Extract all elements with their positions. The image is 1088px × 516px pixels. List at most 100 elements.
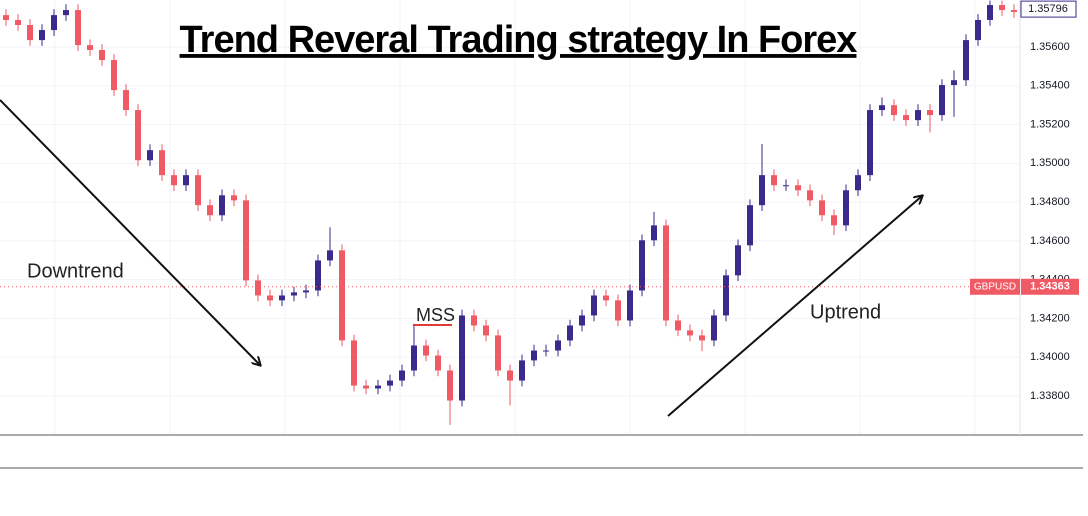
- candle-body: [351, 340, 357, 386]
- candle-body: [63, 10, 69, 16]
- candle-body: [819, 200, 825, 216]
- uptrend-arrow: [667, 196, 922, 417]
- candle-body: [495, 335, 501, 371]
- candle-body: [579, 315, 585, 326]
- candle-body: [807, 190, 813, 201]
- candle-body: [987, 5, 993, 20]
- annotation: Downtrend: [27, 260, 124, 282]
- candle-body: [135, 110, 141, 161]
- candle-body: [3, 15, 9, 20]
- downtrend-arrow: [0, 99, 260, 365]
- y-tick-label: 1.33800: [1030, 390, 1070, 402]
- candle-body: [219, 195, 225, 216]
- candle-body: [255, 280, 261, 296]
- annotation: Uptrend: [810, 301, 881, 323]
- candle-body: [963, 40, 969, 81]
- y-tick-label: 1.35200: [1030, 118, 1070, 130]
- candle-body: [1011, 10, 1017, 13]
- candle-body: [507, 370, 513, 381]
- price-label: 1.34363: [1030, 281, 1070, 293]
- candle-body: [879, 105, 885, 111]
- candle-body: [831, 215, 837, 226]
- candle-body: [759, 175, 765, 206]
- candle-body: [903, 115, 909, 121]
- candle-body: [99, 49, 105, 61]
- candle-body: [891, 105, 897, 116]
- candle-body: [591, 295, 597, 316]
- candle-body: [531, 350, 537, 361]
- candle-body: [843, 190, 849, 226]
- candle-body: [303, 290, 309, 293]
- candle-body: [555, 340, 561, 351]
- candle-body: [627, 290, 633, 321]
- candle-body: [483, 325, 489, 336]
- candle-body: [939, 85, 945, 116]
- candle-body: [771, 175, 777, 186]
- candle-body: [687, 330, 693, 336]
- candle-body: [459, 315, 465, 401]
- y-tick-label: 1.35600: [1030, 41, 1070, 53]
- price-badge: [1021, 278, 1079, 295]
- y-tick-label: 1.34600: [1030, 235, 1070, 247]
- candle-body: [39, 30, 45, 41]
- candle-body: [519, 360, 525, 381]
- candle-body: [951, 80, 957, 86]
- y-tick-label: 1.35000: [1030, 157, 1070, 169]
- candle-body: [183, 175, 189, 186]
- candle-body: [927, 110, 933, 116]
- candle-body: [363, 385, 369, 389]
- candle-body: [735, 245, 741, 276]
- candle-body: [699, 335, 705, 341]
- candle-body: [447, 370, 453, 401]
- candle-body: [87, 45, 93, 50]
- candle-body: [147, 150, 153, 161]
- candle-body: [375, 385, 381, 389]
- candle-body: [267, 295, 273, 301]
- candle-body: [195, 175, 201, 206]
- top-price-label: 1.35796: [1028, 3, 1068, 15]
- candle-body: [999, 5, 1005, 11]
- candle-body: [615, 300, 621, 321]
- candle-body: [279, 295, 285, 301]
- candle-body: [567, 325, 573, 341]
- candle-body: [411, 345, 417, 371]
- candle-body: [387, 380, 393, 386]
- y-tick-label: 1.34200: [1030, 312, 1070, 324]
- candle-body: [75, 10, 81, 46]
- candle-body: [399, 370, 405, 381]
- candle-body: [639, 240, 645, 291]
- y-tick-label: 1.34800: [1030, 196, 1070, 208]
- candle-body: [783, 185, 789, 187]
- candle-body: [51, 15, 57, 31]
- y-tick-label: 1.35400: [1030, 80, 1070, 92]
- candle-body: [795, 185, 801, 191]
- candle-body: [159, 150, 165, 176]
- candle-body: [603, 295, 609, 301]
- candle-body: [975, 19, 981, 41]
- candle-body: [15, 19, 21, 25]
- candle-body: [27, 24, 33, 41]
- candle-body: [471, 315, 477, 326]
- candle-body: [171, 175, 177, 186]
- chart-title: Trend Reveral Trading strategy In Forex: [180, 19, 858, 61]
- candle-body: [675, 320, 681, 331]
- candle-body: [315, 260, 321, 291]
- candle-body: [543, 350, 549, 352]
- candle-body: [243, 200, 249, 281]
- candle-body: [231, 195, 237, 201]
- candle-body: [207, 205, 213, 216]
- candle-body: [711, 315, 717, 341]
- symbol-label: GBPUSD: [974, 281, 1016, 292]
- candle-body: [651, 225, 657, 241]
- candle-body: [915, 110, 921, 121]
- candle-body: [111, 60, 117, 91]
- candle-body: [123, 90, 129, 111]
- y-tick-label: 1.34000: [1030, 351, 1070, 363]
- top-price-badge: [1020, 0, 1077, 18]
- candle-body: [855, 175, 861, 191]
- candle-body: [339, 250, 345, 341]
- candle-body: [867, 110, 873, 176]
- symbol-badge: [970, 278, 1020, 295]
- candle-body: [663, 225, 669, 321]
